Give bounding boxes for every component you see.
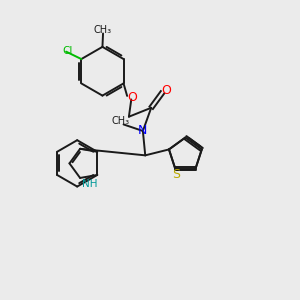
Text: O: O [162,84,172,97]
Text: CH₃: CH₃ [112,116,130,127]
Text: O: O [128,91,137,104]
Text: CH₃: CH₃ [94,25,112,35]
Text: NH: NH [82,179,98,190]
Text: N: N [138,124,147,137]
Text: Cl: Cl [62,46,73,56]
Text: S: S [172,168,180,181]
